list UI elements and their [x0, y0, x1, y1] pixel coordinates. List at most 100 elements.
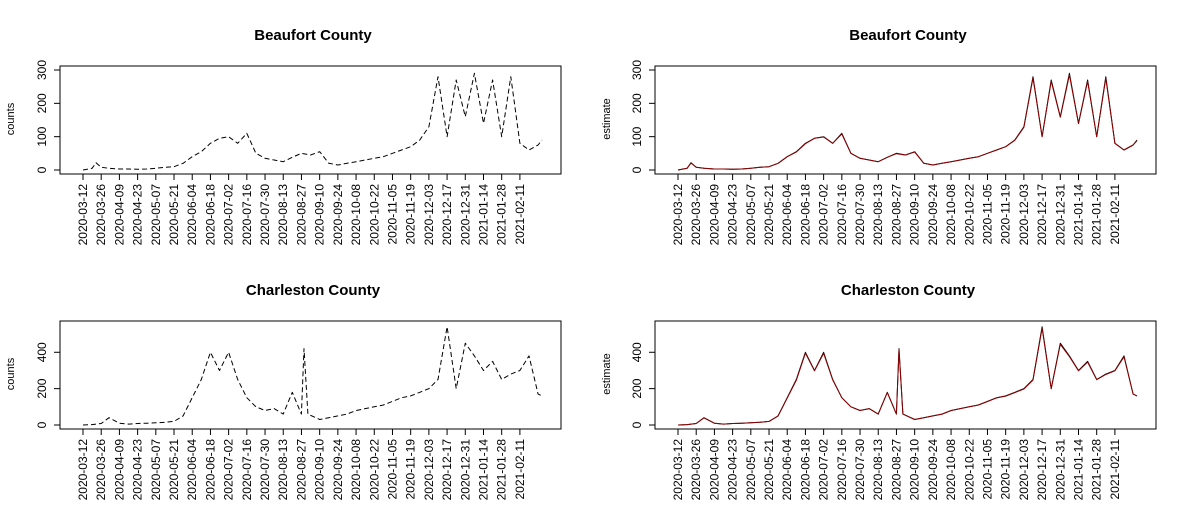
x-tick-label: 2020-07-16 — [240, 184, 254, 246]
x-tick-label: 2020-04-09 — [112, 184, 126, 246]
x-tick-label: 2021-01-28 — [1090, 439, 1104, 501]
x-tick-label: 2020-08-27 — [889, 439, 903, 501]
x-tick-label: 2020-06-18 — [798, 184, 812, 246]
x-tick-label: 2020-07-30 — [853, 439, 867, 501]
x-tick-label: 2020-11-19 — [999, 439, 1013, 500]
y-tick-label: 200 — [630, 93, 644, 113]
x-tick-label: 2020-12-17 — [440, 439, 454, 501]
x-tick-label: 2020-09-10 — [908, 439, 922, 501]
x-tick-label: 2021-01-14 — [1071, 184, 1085, 246]
series-line-counts — [82, 326, 543, 426]
x-tick-label: 2020-10-22 — [962, 439, 976, 501]
x-tick-label: 2020-12-03 — [1017, 184, 1031, 246]
x-tick-label: 2020-10-08 — [944, 184, 958, 246]
x-tick-label: 2020-04-23 — [726, 184, 740, 246]
y-axis-label: estimate — [601, 353, 613, 395]
x-tick-label: 2020-07-02 — [817, 184, 831, 246]
x-tick-label: 2020-05-07 — [149, 184, 163, 246]
x-tick-label: 2020-07-16 — [835, 184, 849, 246]
y-axis: 0 200 400 — [630, 342, 655, 428]
x-tick-label: 2020-11-19 — [404, 439, 418, 500]
x-tick-label: 2020-04-09 — [707, 439, 721, 501]
y-tick-label: 400 — [35, 342, 49, 362]
panel-title: Beaufort County — [849, 27, 967, 44]
x-tick-label: 2021-01-28 — [495, 439, 509, 501]
y-tick-label: 0 — [630, 166, 644, 173]
y-tick-label: 0 — [35, 166, 49, 173]
plot-frame — [654, 320, 1157, 430]
x-tick-label: 2020-07-16 — [240, 439, 254, 501]
panel-title: Beaufort County — [254, 27, 372, 44]
y-tick-label: 100 — [35, 126, 49, 146]
x-tick-label: 2020-08-27 — [294, 439, 308, 501]
x-axis: 2020-03-12 2020-03-26 2020-04-09 2020-04-23… — [76, 429, 527, 500]
x-tick-label: 2020-04-23 — [131, 184, 145, 246]
x-tick-label: 2020-03-26 — [689, 184, 703, 246]
x-axis: 2020-03-12 2020-03-26 2020-04-09 2020-04-23… — [671, 174, 1122, 245]
x-tick-label: 2020-04-09 — [707, 184, 721, 246]
series-line-counts — [677, 326, 1138, 426]
x-tick-label: 2021-01-14 — [476, 184, 490, 246]
x-tick-label: 2020-12-03 — [1017, 439, 1031, 501]
x-tick-label: 2020-12-17 — [440, 184, 454, 246]
x-tick-label: 2020-03-12 — [76, 439, 90, 501]
x-tick-label: 2020-07-16 — [835, 439, 849, 501]
x-tick-label: 2020-09-24 — [926, 439, 940, 501]
x-tick-label: 2021-02-11 — [513, 439, 527, 500]
x-tick-label: 2020-10-22 — [367, 184, 381, 246]
x-tick-label: 2020-06-18 — [798, 439, 812, 501]
panel-beaufort-estimate: Beaufort County estimate 0 100 200 300 2020… — [601, 27, 1157, 245]
x-tick-label: 2020-06-18 — [203, 439, 217, 501]
x-tick-label: 2021-01-14 — [1071, 439, 1085, 501]
x-tick-label: 2020-12-03 — [422, 439, 436, 501]
x-tick-label: 2020-08-13 — [276, 439, 290, 501]
series-group — [82, 72, 543, 171]
x-tick-label: 2020-06-04 — [185, 184, 199, 246]
y-tick-label: 200 — [35, 378, 49, 398]
x-tick-label: 2020-07-30 — [853, 184, 867, 246]
y-axis: 0 100 200 300 — [630, 60, 655, 173]
y-tick-label: 200 — [35, 93, 49, 113]
x-tick-label: 2020-05-21 — [167, 439, 181, 501]
x-tick-label: 2020-07-02 — [222, 184, 236, 246]
series-group — [82, 326, 543, 426]
x-tick-label: 2020-03-12 — [671, 439, 685, 501]
x-tick-label: 2021-01-28 — [495, 184, 509, 246]
x-tick-label: 2020-03-12 — [76, 184, 90, 246]
x-tick-label: 2020-08-13 — [871, 439, 885, 501]
x-tick-label: 2020-11-05 — [385, 439, 399, 500]
x-tick-label: 2020-12-03 — [422, 184, 436, 246]
y-axis-label: counts — [5, 102, 17, 135]
panel-charleston-estimate: Charleston County estimate 0 200 400 2020-… — [601, 282, 1157, 501]
panel-title: Charleston County — [841, 282, 976, 299]
x-tick-label: 2020-04-23 — [131, 439, 145, 501]
x-tick-label: 2020-11-19 — [404, 184, 418, 245]
x-tick-label: 2020-03-12 — [671, 184, 685, 246]
x-tick-label: 2020-10-08 — [349, 439, 363, 501]
x-tick-label: 2020-12-17 — [1035, 439, 1049, 501]
plot-frame — [59, 320, 562, 430]
x-tick-label: 2020-10-22 — [367, 439, 381, 501]
x-tick-label: 2020-11-05 — [980, 184, 994, 245]
x-tick-label: 2020-03-26 — [94, 439, 108, 501]
x-tick-label: 2021-01-28 — [1090, 184, 1104, 246]
y-tick-label: 100 — [630, 126, 644, 146]
x-tick-label: 2020-05-07 — [149, 439, 163, 501]
x-tick-label: 2020-12-31 — [458, 439, 472, 501]
x-tick-label: 2020-12-31 — [458, 184, 472, 246]
x-tick-label: 2020-07-30 — [258, 439, 272, 501]
x-tick-label: 2020-09-10 — [313, 184, 327, 246]
y-tick-label: 0 — [630, 421, 644, 428]
y-tick-label: 300 — [35, 60, 49, 80]
panel-title: Charleston County — [246, 282, 381, 299]
x-tick-label: 2020-11-19 — [999, 184, 1013, 245]
x-tick-label: 2021-01-14 — [476, 439, 490, 501]
x-axis: 2020-03-12 2020-03-26 2020-04-09 2020-04-23… — [76, 174, 527, 245]
x-tick-label: 2020-11-05 — [385, 184, 399, 245]
x-tick-label: 2020-06-04 — [185, 439, 199, 501]
x-tick-label: 2020-10-22 — [962, 184, 976, 246]
x-tick-label: 2020-04-09 — [112, 439, 126, 501]
y-tick-label: 300 — [630, 60, 644, 80]
series-line-estimate — [677, 74, 1138, 171]
